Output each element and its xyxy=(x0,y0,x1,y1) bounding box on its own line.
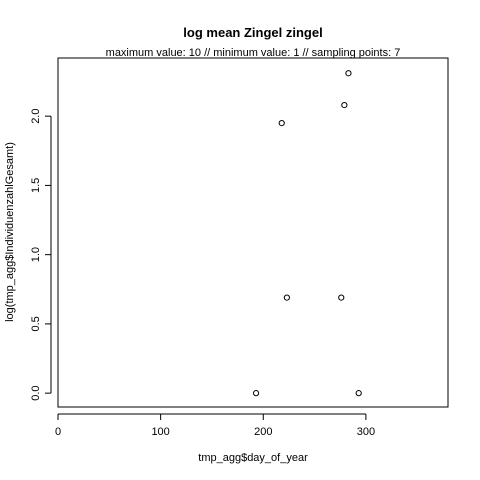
x-axis-label: tmp_agg$day_of_year xyxy=(198,452,308,464)
data-point xyxy=(283,294,290,301)
data-point xyxy=(278,119,285,127)
y-tick-label: 0.0 xyxy=(30,386,42,401)
x-tick-label: 0 xyxy=(55,426,61,438)
y-tick-label: 1.0 xyxy=(30,247,42,262)
chart-title: log mean Zingel zingel xyxy=(183,25,322,40)
y-tick-label: 2.0 xyxy=(30,109,42,124)
y-axis: 0.0 0.5 1.0 1.5 2.0 xyxy=(30,109,52,401)
y-tick-label: 0.5 xyxy=(30,316,42,331)
x-axis: 0 100 200 300 xyxy=(55,413,375,438)
x-tick-label: 100 xyxy=(151,426,169,438)
x-tick-label: 300 xyxy=(357,426,375,438)
data-point xyxy=(338,294,345,301)
chart-subtitle: maximum value: 10 // minimum value: 1 //… xyxy=(106,47,401,59)
x-tick-label: 200 xyxy=(254,426,272,438)
data-point xyxy=(252,390,260,397)
y-axis-label: log(tmp_agg$IndividuenzahlGesamt) xyxy=(4,142,16,322)
y-tick-label: 1.5 xyxy=(30,178,42,193)
data-point xyxy=(355,390,362,397)
plot-frame xyxy=(57,57,449,408)
data-point xyxy=(341,101,348,109)
data-point xyxy=(345,70,352,77)
data-points xyxy=(252,70,362,397)
